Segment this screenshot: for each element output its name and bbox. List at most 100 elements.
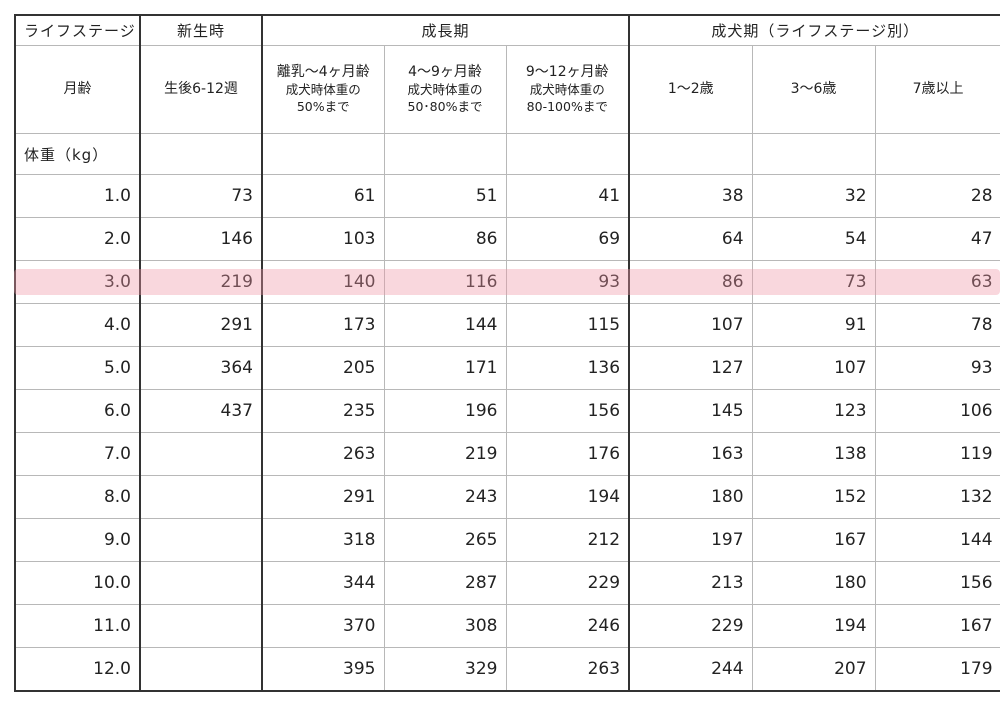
- value-cell: 54: [751, 217, 876, 261]
- value-cell: 156: [505, 389, 631, 433]
- adult-header: 成犬期（ライフステージ別）: [628, 14, 1000, 46]
- value-cell: 395: [261, 647, 385, 692]
- value-cell: 219: [139, 260, 263, 304]
- weight-cell: 10.0: [14, 561, 141, 605]
- value-cell: [139, 647, 263, 692]
- weight-cell: 1.0: [14, 174, 141, 218]
- header-row-weight: 体重（kg）: [14, 133, 1000, 175]
- growth-col-3-sub2: 80-100%まで: [526, 99, 608, 114]
- weight-cell: 4.0: [14, 303, 141, 347]
- value-cell: 437: [139, 389, 263, 433]
- value-cell: 64: [628, 217, 753, 261]
- growth-col-2-sub1: 成犬時体重の: [407, 82, 483, 97]
- value-cell: [139, 518, 263, 562]
- value-cell: 73: [751, 260, 876, 304]
- value-cell: 176: [505, 432, 631, 476]
- value-cell: 194: [751, 604, 876, 648]
- value-cell: 106: [874, 389, 1000, 433]
- value-cell: 47: [874, 217, 1000, 261]
- value-cell: 213: [628, 561, 753, 605]
- value-cell: [139, 561, 263, 605]
- value-cell: 144: [383, 303, 507, 347]
- value-cell: 219: [383, 432, 507, 476]
- value-cell: 51: [383, 174, 507, 218]
- table-row: 5.0 364 205 171 136 127 107 93: [14, 346, 1000, 390]
- value-cell: 69: [505, 217, 631, 261]
- value-cell: 244: [628, 647, 753, 692]
- table-row: 12.0 395 329 263 244 207 179: [14, 647, 1000, 692]
- table-row: 6.0 437 235 196 156 145 123 106: [14, 389, 1000, 433]
- growth-col-1-title: 離乳～4ヶ月齢: [276, 64, 370, 80]
- blank-cell: [751, 133, 876, 175]
- value-cell: 86: [628, 260, 753, 304]
- value-cell: 93: [505, 260, 631, 304]
- value-cell: 86: [383, 217, 507, 261]
- value-cell: 119: [874, 432, 1000, 476]
- value-cell: 61: [261, 174, 385, 218]
- value-cell: 246: [505, 604, 631, 648]
- table-body: 1.0 73 61 51 41 38 32 28 2.0 146 103 86 69 64 54 47 3.0 2…: [14, 174, 1000, 692]
- blank-cell: [505, 133, 631, 175]
- value-cell: 107: [751, 346, 876, 390]
- value-cell: 194: [505, 475, 631, 519]
- table-row: 10.0 344 287 229 213 180 156: [14, 561, 1000, 605]
- value-cell: 207: [751, 647, 876, 692]
- value-cell: 291: [261, 475, 385, 519]
- table-row: 7.0 263 219 176 163 138 119: [14, 432, 1000, 476]
- newborn-header: 新生時: [139, 14, 263, 46]
- value-cell: 196: [383, 389, 507, 433]
- calorie-table: ライフステージ 新生時 成長期 成犬期（ライフステージ別） 月齢 生後6-12週…: [14, 14, 1000, 692]
- value-cell: 263: [261, 432, 385, 476]
- value-cell: 229: [628, 604, 753, 648]
- newborn-age: 生後6-12週: [139, 45, 263, 134]
- table-row: 9.0 318 265 212 197 167 144: [14, 518, 1000, 562]
- value-cell: 140: [261, 260, 385, 304]
- value-cell: 229: [505, 561, 631, 605]
- weight-cell: 6.0: [14, 389, 141, 433]
- weight-cell: 11.0: [14, 604, 141, 648]
- value-cell: 156: [874, 561, 1000, 605]
- value-cell: 78: [874, 303, 1000, 347]
- value-cell: 197: [628, 518, 753, 562]
- growth-col-3-title: 9～12ヶ月齢: [525, 64, 609, 80]
- value-cell: 123: [751, 389, 876, 433]
- value-cell: 136: [505, 346, 631, 390]
- growth-col-3-sub1: 成犬時体重の: [529, 82, 605, 97]
- value-cell: 265: [383, 518, 507, 562]
- value-cell: 167: [874, 604, 1000, 648]
- value-cell: 308: [383, 604, 507, 648]
- adult-col-2: 3～6歳: [751, 45, 876, 134]
- value-cell: 235: [261, 389, 385, 433]
- value-cell: 364: [139, 346, 263, 390]
- weight-cell: 9.0: [14, 518, 141, 562]
- value-cell: 344: [261, 561, 385, 605]
- value-cell: 93: [874, 346, 1000, 390]
- value-cell: 163: [628, 432, 753, 476]
- blank-cell: [383, 133, 507, 175]
- value-cell: 205: [261, 346, 385, 390]
- growth-col-1-sub2: 50%まで: [296, 99, 350, 114]
- value-cell: 180: [751, 561, 876, 605]
- value-cell: 138: [751, 432, 876, 476]
- value-cell: 116: [383, 260, 507, 304]
- table-row: 4.0 291 173 144 115 107 91 78: [14, 303, 1000, 347]
- blank-cell: [139, 133, 263, 175]
- weight-cell: 12.0: [14, 647, 141, 692]
- value-cell: 180: [628, 475, 753, 519]
- value-cell: 171: [383, 346, 507, 390]
- growth-header: 成長期: [261, 14, 631, 46]
- growth-col-1: 離乳～4ヶ月齢 成犬時体重の 50%まで: [261, 45, 385, 134]
- weight-cell: 8.0: [14, 475, 141, 519]
- growth-col-2: 4～9ヶ月齢 成犬時体重の 50･80%まで: [383, 45, 507, 134]
- table-row: 11.0 370 308 246 229 194 167: [14, 604, 1000, 648]
- value-cell: 145: [628, 389, 753, 433]
- value-cell: [139, 604, 263, 648]
- value-cell: 144: [874, 518, 1000, 562]
- value-cell: 103: [261, 217, 385, 261]
- value-cell: 132: [874, 475, 1000, 519]
- table-row: 8.0 291 243 194 180 152 132: [14, 475, 1000, 519]
- weight-cell: 3.0: [14, 260, 141, 304]
- value-cell: 127: [628, 346, 753, 390]
- blank-cell: [874, 133, 1000, 175]
- value-cell: 329: [383, 647, 507, 692]
